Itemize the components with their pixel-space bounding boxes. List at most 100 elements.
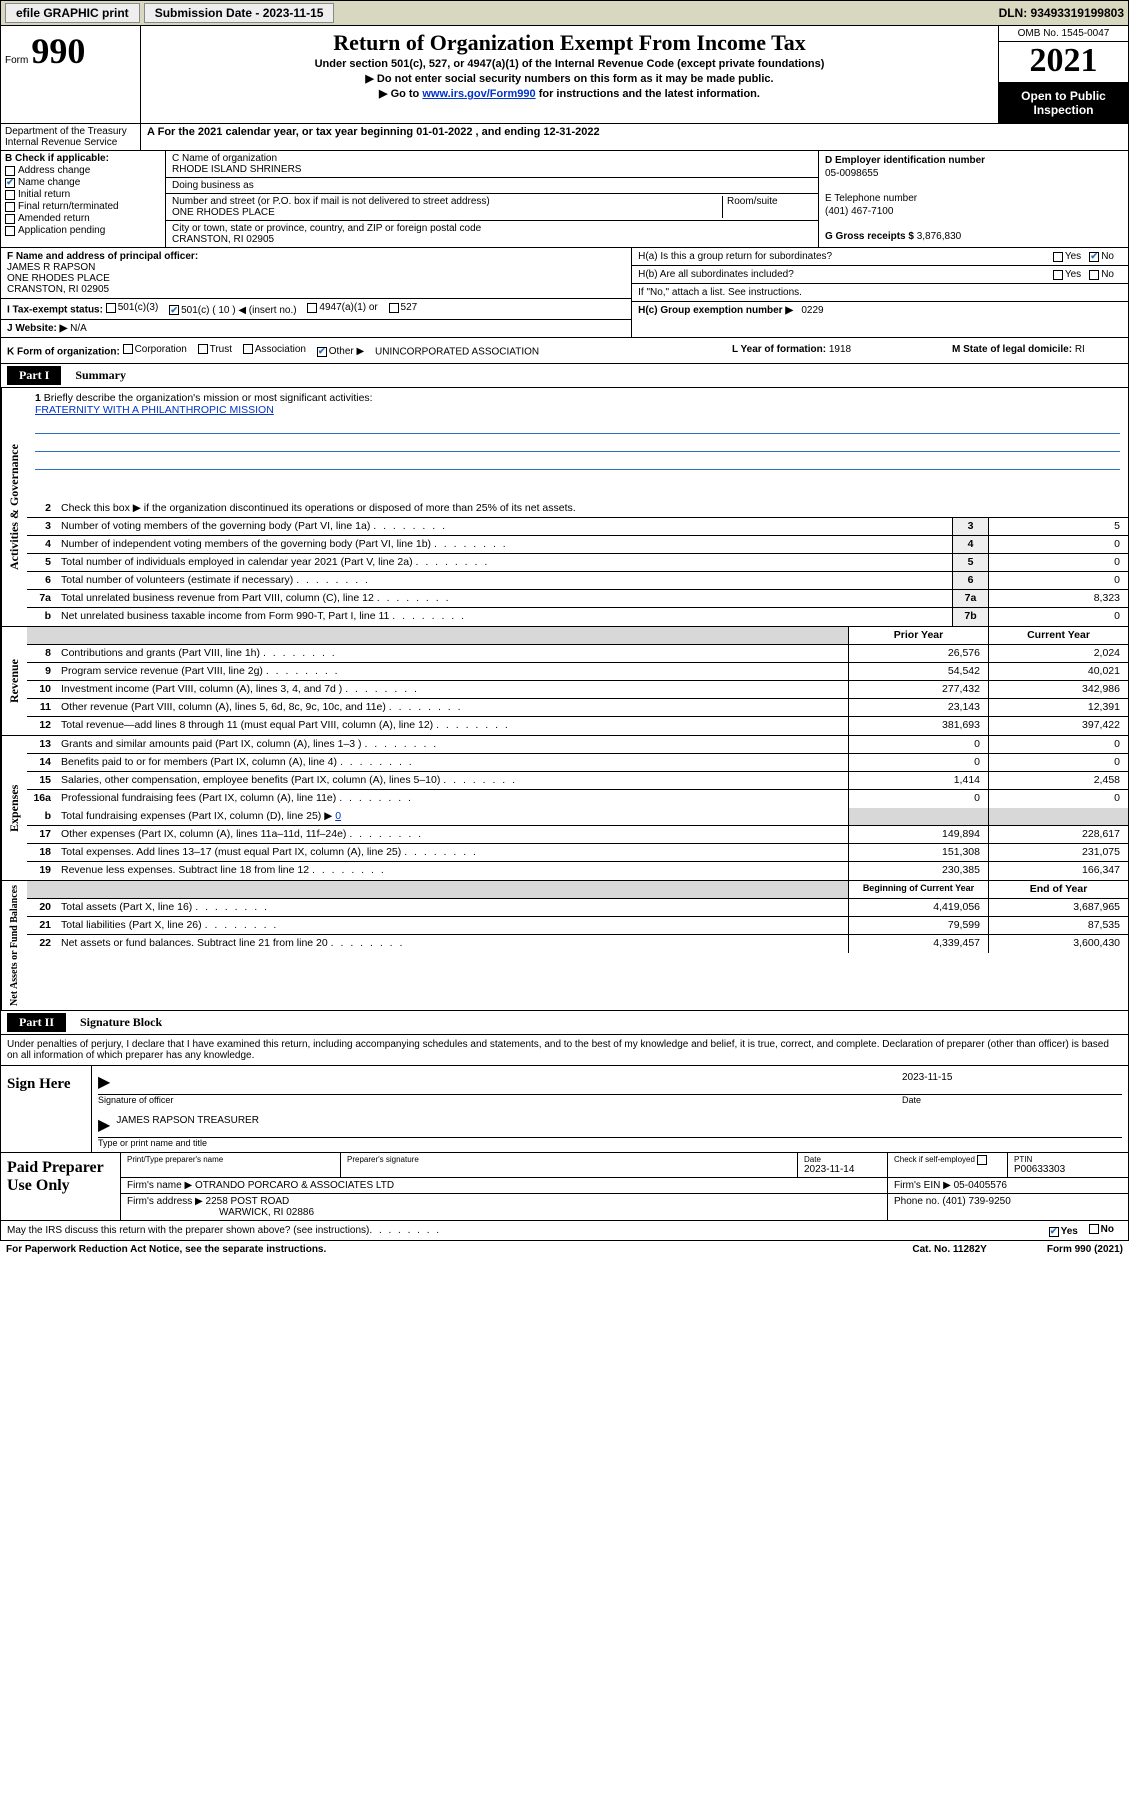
line-value: 0 [988, 572, 1128, 589]
section-exp: Expenses 13Grants and similar amounts pa… [0, 736, 1129, 881]
sig-date-label: Date [902, 1095, 1122, 1105]
line-current: 0 [988, 736, 1128, 753]
rev-header-row: Prior Year Current Year [27, 627, 1128, 645]
cbx-assoc[interactable] [243, 344, 253, 354]
line-current: 40,021 [988, 663, 1128, 680]
table-row: 13Grants and similar amounts paid (Part … [27, 736, 1128, 754]
lbl-yes3: Yes [1061, 1226, 1078, 1237]
f-addr2: CRANSTON, RI 02905 [7, 284, 109, 295]
lbl-initial-return: Initial return [18, 189, 70, 200]
line-prior: 149,894 [848, 826, 988, 843]
line-num: 13 [27, 736, 57, 753]
form-header: Form 990 Return of Organization Exempt F… [0, 26, 1129, 124]
line-current: 12,391 [988, 699, 1128, 716]
room-label: Room/suite [727, 196, 812, 207]
phone-value: (401) 467-7100 [825, 206, 1122, 217]
table-row: 22Net assets or fund balances. Subtract … [27, 935, 1128, 953]
lbl-trust: Trust [210, 344, 232, 355]
line-num: 11 [27, 699, 57, 716]
sig-date-value: 2023-11-15 [902, 1072, 1122, 1092]
cbx-ha-no[interactable] [1089, 252, 1099, 262]
line-current: 3,600,430 [988, 935, 1128, 953]
cbx-name-change[interactable] [5, 178, 15, 188]
line-desc: Investment income (Part VIII, column (A)… [57, 681, 848, 698]
table-row: 3Number of voting members of the governi… [27, 518, 1128, 536]
cbx-501c[interactable] [169, 305, 179, 315]
lbl-final-return: Final return/terminated [18, 201, 119, 212]
sig-officer-label: Signature of officer [98, 1095, 173, 1105]
cbx-amended[interactable] [5, 214, 15, 224]
rot-exp: Expenses [1, 736, 27, 880]
efile-btn[interactable]: efile GRAPHIC print [5, 3, 140, 23]
line-num: 4 [27, 536, 57, 553]
form-label: Form [5, 55, 28, 66]
cbx-hb-no[interactable] [1089, 270, 1099, 280]
gross-value: 3,876,830 [917, 231, 962, 242]
part1-title: Summary [75, 368, 126, 383]
form-title-cell: Return of Organization Exempt From Incom… [141, 26, 998, 123]
line-prior: 54,542 [848, 663, 988, 680]
cbx-app-pending[interactable] [5, 226, 15, 236]
box-i: I Tax-exempt status: 501(c)(3) 501(c) ( … [1, 299, 631, 320]
cbx-other[interactable] [317, 347, 327, 357]
line-current: 0 [988, 754, 1128, 771]
cbx-ha-yes[interactable] [1053, 252, 1063, 262]
line-desc: Grants and similar amounts paid (Part IX… [57, 736, 848, 753]
footer-discuss: May the IRS discuss this return with the… [0, 1221, 1129, 1242]
line-desc: Contributions and grants (Part VIII, lin… [57, 645, 848, 662]
line-num: 19 [27, 862, 57, 880]
cbx-corp[interactable] [123, 344, 133, 354]
cbx-hb-yes[interactable] [1053, 270, 1063, 280]
line-current: 342,986 [988, 681, 1128, 698]
line-desc: Benefits paid to or for members (Part IX… [57, 754, 848, 771]
cbx-address-change[interactable] [5, 166, 15, 176]
cbx-4947[interactable] [307, 303, 317, 313]
line-num: 20 [27, 899, 57, 916]
omb-number: OMB No. 1545-0047 [999, 26, 1128, 42]
cbx-initial-return[interactable] [5, 190, 15, 200]
sub3-pre: ▶ Go to [379, 88, 422, 100]
box-k: K Form of organization: Corporation Trus… [7, 344, 712, 358]
line-num: b [27, 608, 57, 626]
line-num: 22 [27, 935, 57, 953]
box-m: M State of legal domicile: RI [952, 344, 1122, 358]
k-other-val: UNINCORPORATED ASSOCIATION [375, 346, 539, 357]
line-desc: Total liabilities (Part X, line 26) [57, 917, 848, 934]
line-prior: 277,432 [848, 681, 988, 698]
irs-link[interactable]: www.irs.gov/Form990 [422, 88, 535, 100]
line-desc: Net unrelated business taxable income fr… [57, 608, 952, 626]
prep-name-label: Print/Type preparer's name [127, 1155, 334, 1164]
sig-intro: Under penalties of perjury, I declare th… [1, 1035, 1128, 1065]
table-row: 11Other revenue (Part VIII, column (A), … [27, 699, 1128, 717]
section-gov: Activities & Governance 1 Briefly descri… [0, 388, 1129, 627]
firm-phone-value: (401) 739-9250 [942, 1196, 1010, 1207]
line-value: 8,323 [988, 590, 1128, 607]
cbx-527[interactable] [389, 303, 399, 313]
calendar-year-line: A For the 2021 calendar year, or tax yea… [141, 124, 1128, 150]
cbx-trust[interactable] [198, 344, 208, 354]
cbx-final-return[interactable] [5, 202, 15, 212]
cbx-discuss-yes[interactable] [1049, 1227, 1059, 1237]
table-row: 10Investment income (Part VIII, column (… [27, 681, 1128, 699]
line-desc: Total number of volunteers (estimate if … [57, 572, 952, 589]
cbx-501c3[interactable] [106, 303, 116, 313]
lbl-app-pending: Application pending [18, 225, 105, 236]
box-b-title: B Check if applicable: [5, 153, 161, 164]
sub-line-2: ▶ Do not enter social security numbers o… [149, 72, 990, 85]
k-label: K Form of organization: [7, 346, 120, 357]
cbx-discuss-no[interactable] [1089, 1224, 1099, 1234]
line-box: 7a [952, 590, 988, 607]
table-row: bNet unrelated business taxable income f… [27, 608, 1128, 626]
line-box: 3 [952, 518, 988, 535]
line-prior: 0 [848, 736, 988, 753]
cbx-self-employed[interactable] [977, 1155, 987, 1165]
lbl-assoc: Association [255, 344, 306, 355]
block-bcd: B Check if applicable: Address change Na… [0, 151, 1129, 248]
rot-net: Net Assets or Fund Balances [1, 881, 27, 1010]
submission-date-btn[interactable]: Submission Date - 2023-11-15 [144, 3, 335, 23]
cat-no: Cat. No. 11282Y [912, 1244, 986, 1255]
row-klm: K Form of organization: Corporation Trus… [0, 338, 1129, 365]
box-d: D Employer identification number 05-0098… [818, 151, 1128, 247]
line-prior: 381,693 [848, 717, 988, 735]
line-desc: Professional fundraising fees (Part IX, … [57, 790, 848, 808]
